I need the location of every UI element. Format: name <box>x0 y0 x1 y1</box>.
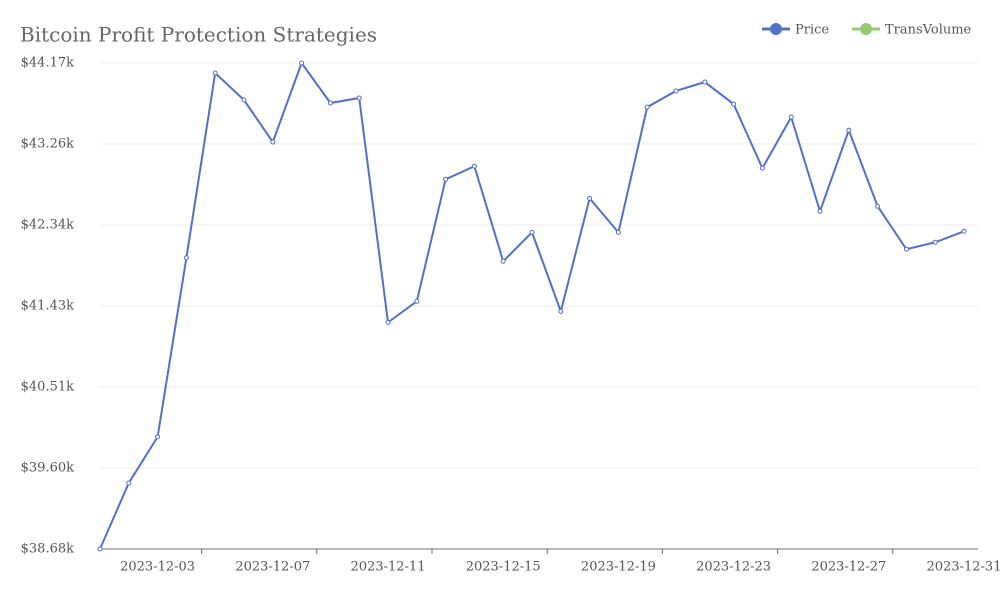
y-tick-label: $41.43k <box>21 299 74 314</box>
y-tick-label: $38.68k <box>21 542 74 557</box>
x-tick-label: 2023-12-31 <box>927 560 1000 575</box>
x-tick-label: 2023-12-27 <box>811 560 886 575</box>
y-tick-label: $40.51k <box>21 380 74 395</box>
point <box>875 203 881 209</box>
point <box>385 319 391 325</box>
point <box>673 88 679 94</box>
point <box>846 127 852 133</box>
point <box>241 97 247 103</box>
point <box>299 60 305 66</box>
point <box>327 100 333 106</box>
legend-label: TransVolume <box>885 23 972 38</box>
y-tick-label: $44.17k <box>21 56 74 71</box>
x-tick-label: 2023-12-19 <box>581 560 656 575</box>
x-tick-label: 2023-12-03 <box>120 560 195 575</box>
point <box>702 79 708 85</box>
y-tick-label: $42.34k <box>21 218 74 233</box>
x-tick-label: 2023-12-11 <box>351 560 426 575</box>
point <box>615 229 621 235</box>
point <box>414 298 420 304</box>
point <box>644 104 650 110</box>
y-tick-label: $39.60k <box>21 461 74 476</box>
point <box>759 165 765 171</box>
point <box>155 434 161 440</box>
point <box>558 308 564 314</box>
point <box>817 208 823 214</box>
x-tick-label: 2023-12-07 <box>235 560 310 575</box>
point <box>932 239 938 245</box>
point <box>212 70 218 76</box>
point <box>126 480 132 486</box>
point <box>587 195 593 201</box>
legend-marker <box>860 23 872 35</box>
point <box>903 246 909 252</box>
point <box>500 258 506 264</box>
x-tick-label: 2023-12-15 <box>466 560 541 575</box>
point <box>443 176 449 182</box>
legend-marker <box>770 23 782 35</box>
legend-label: Price <box>795 23 829 38</box>
chart-title: Bitcoin Profit Protection Strategies <box>20 23 377 47</box>
point <box>97 546 103 552</box>
y-tick-label: $43.26k <box>21 137 74 152</box>
point <box>788 114 794 120</box>
point <box>529 229 535 235</box>
point <box>961 228 967 234</box>
point <box>183 255 189 261</box>
point <box>471 163 477 169</box>
x-tick-label: 2023-12-23 <box>696 560 771 575</box>
point <box>270 139 276 145</box>
point <box>731 101 737 107</box>
point <box>356 95 362 101</box>
